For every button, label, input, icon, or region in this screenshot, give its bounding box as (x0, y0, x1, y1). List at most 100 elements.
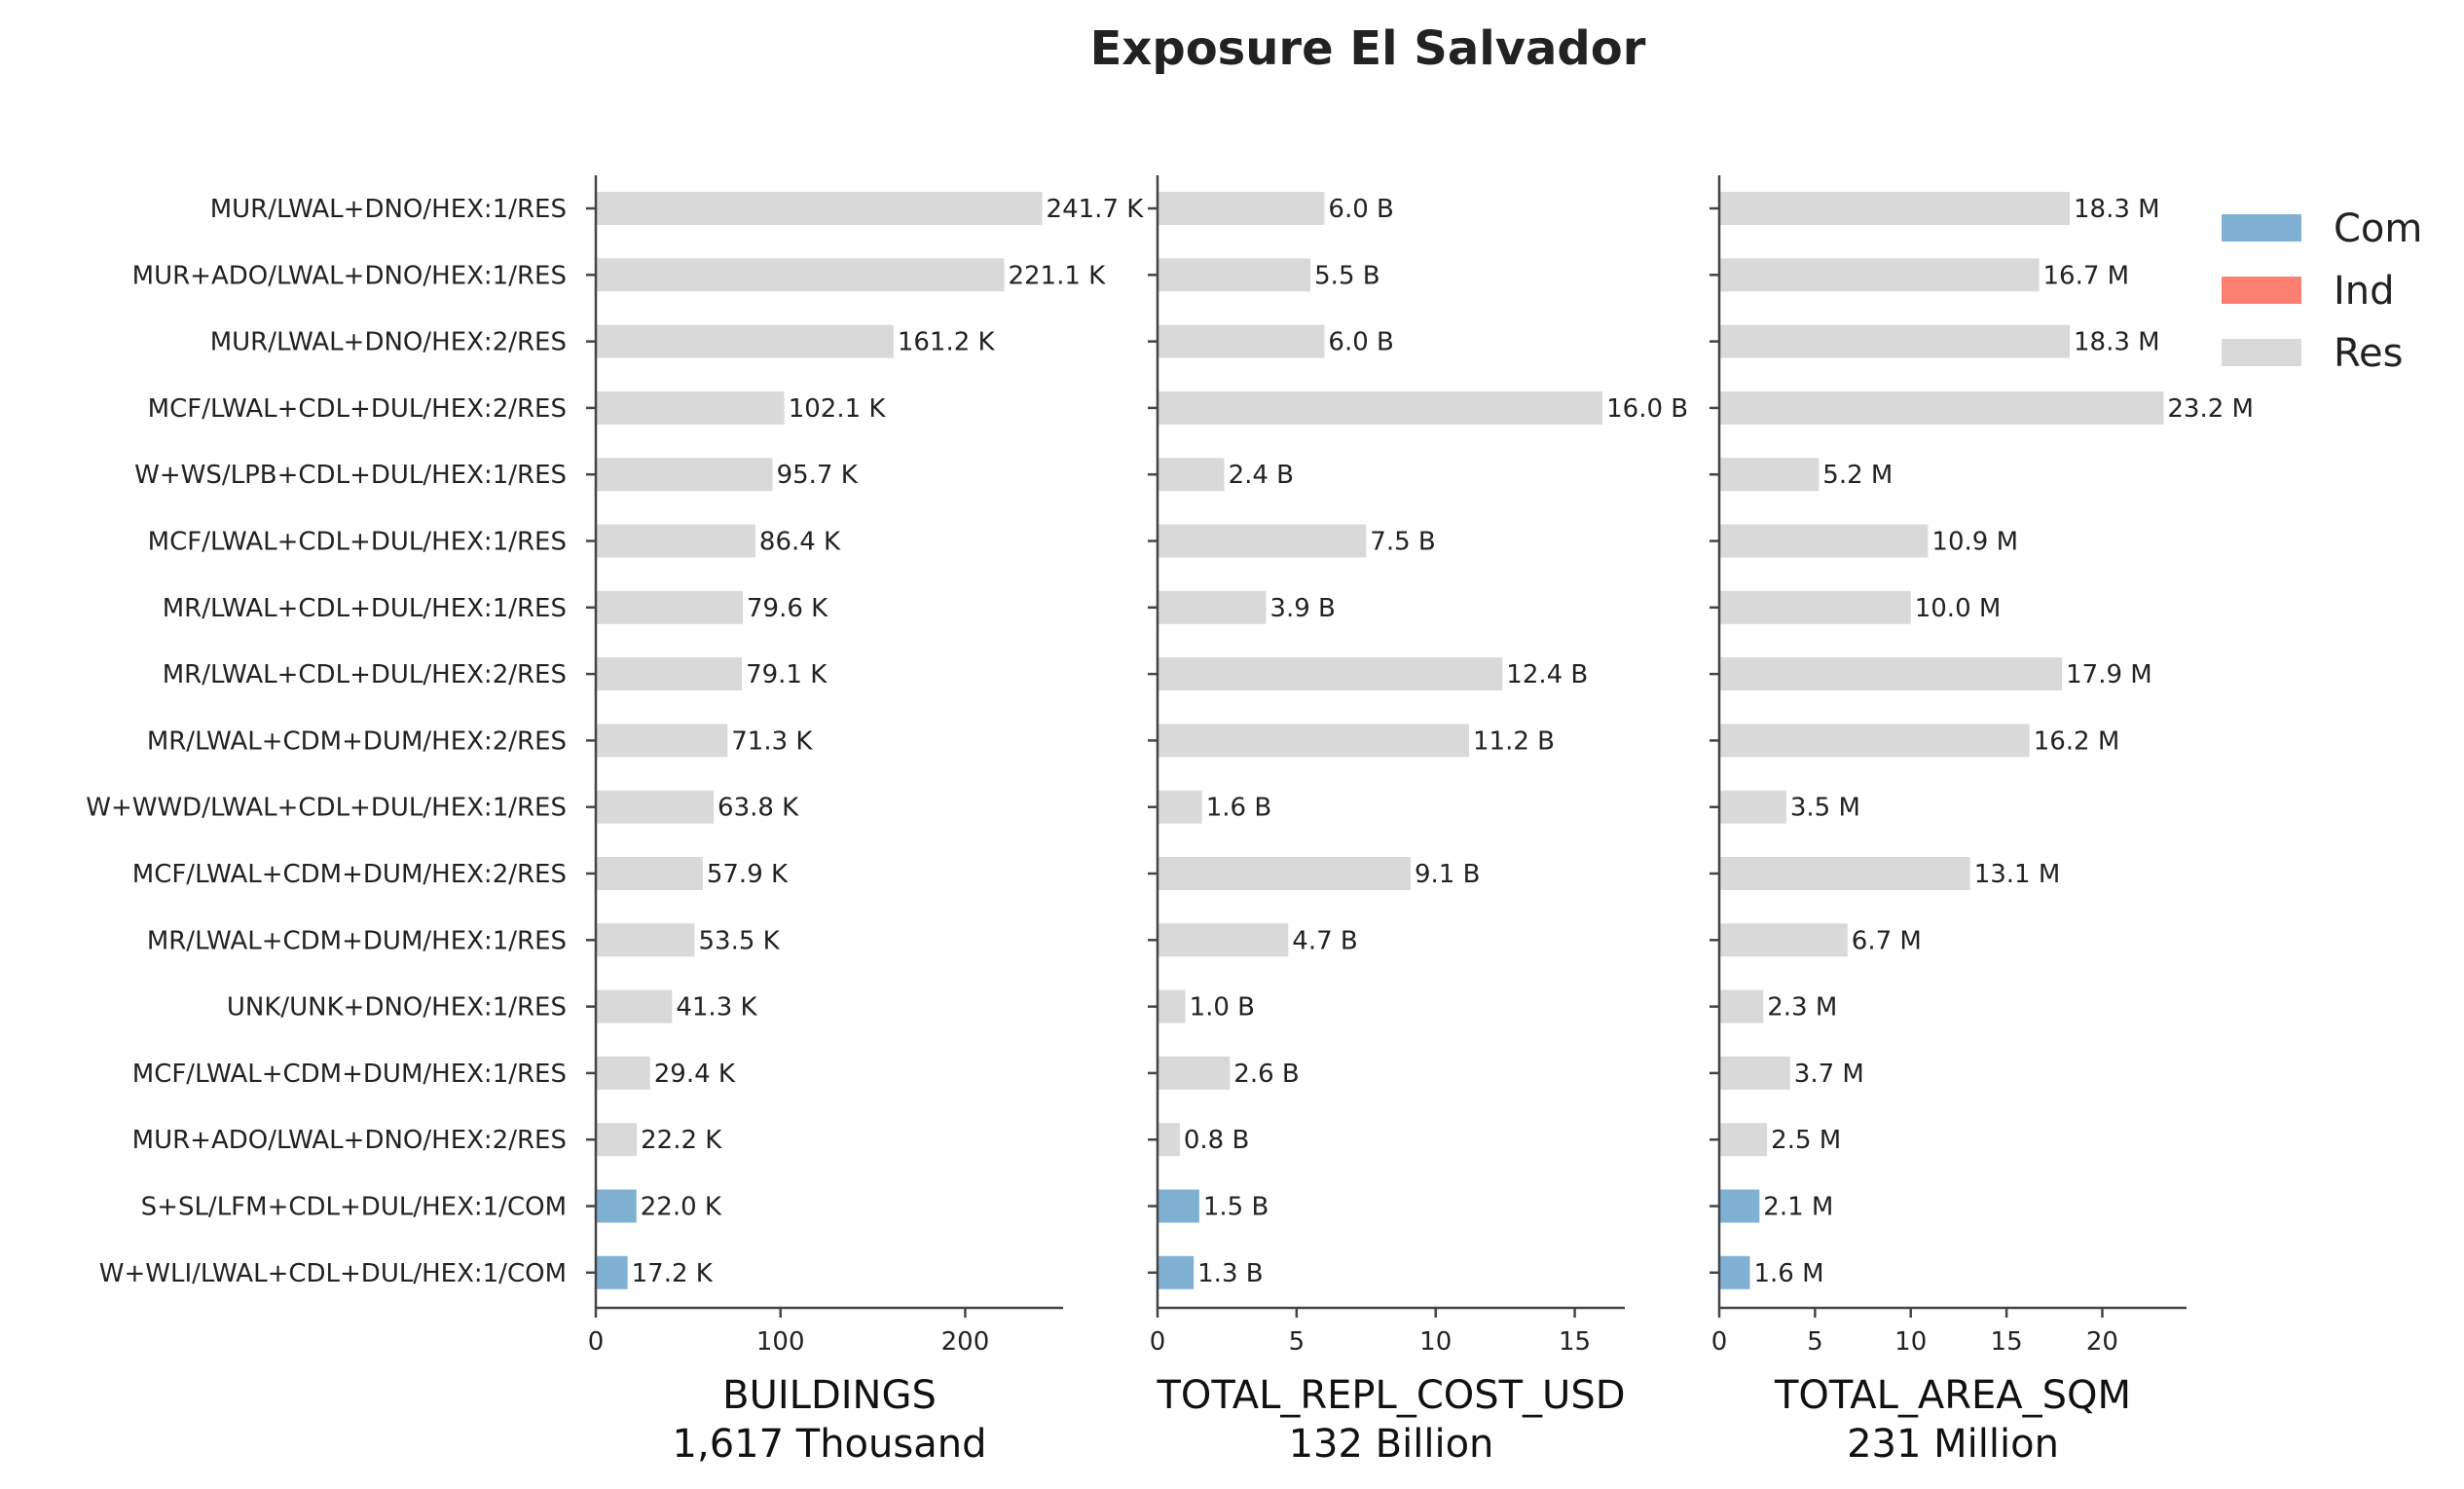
bar (1719, 524, 1929, 558)
bar (1719, 1189, 1760, 1223)
x-tick-label: 100 (756, 1327, 805, 1357)
panel-3: 18.3 M 16.7 M 18.3 M 23.2 M 5.2 M 10.9 M 10.0 … (1710, 175, 2254, 1467)
x-tick-label: 10 (1419, 1327, 1452, 1357)
bar-value-label: 241.7 K (1047, 195, 1145, 224)
bar (596, 857, 703, 890)
legend-label-com: Com (2334, 206, 2422, 251)
bar-value-label: 12.4 B (1506, 660, 1588, 689)
category-label: MUR+ADO/LWAL+DNO/HEX:2/RES (132, 1126, 567, 1155)
bar (596, 790, 715, 824)
bar (1719, 657, 2063, 691)
bar-value-label: 79.6 K (747, 594, 828, 623)
bar (1719, 1255, 1750, 1289)
category-label: MR/LWAL+CDM+DUM/HEX:2/RES (147, 726, 567, 756)
bar (1158, 989, 1186, 1024)
bar (596, 458, 773, 492)
bar (596, 1189, 637, 1223)
category-label: MUR/LWAL+DNO/HEX:1/RES (210, 195, 567, 224)
bar (596, 192, 1043, 225)
bar (596, 590, 744, 624)
bar-value-label: 1.5 B (1203, 1193, 1269, 1222)
x-tick-label: 0 (1150, 1327, 1166, 1357)
bar (1719, 590, 1911, 624)
bar-value-label: 57.9 K (707, 860, 789, 889)
x-axis-label: BUILDINGS (722, 1373, 937, 1418)
category-label: MCF/LWAL+CDM+DUM/HEX:1/RES (132, 1060, 567, 1089)
bar-value-label: 6.0 B (1328, 328, 1393, 357)
bar-value-label: 79.1 K (746, 660, 827, 689)
legend-swatch-ind (2222, 277, 2301, 304)
bar-value-label: 0.8 B (1184, 1126, 1249, 1155)
bar-value-label: 71.3 K (731, 726, 813, 756)
panel-2: 6.0 B 5.5 B 6.0 B 16.0 B 2.4 B 7.5 B 3.9 B 12.4… (1148, 175, 1688, 1467)
bar-value-label: 22.2 K (641, 1126, 722, 1155)
bar (596, 989, 673, 1024)
x-axis-label: TOTAL_REPL_COST_USD (1156, 1373, 1625, 1418)
bar-value-label: 3.9 B (1269, 594, 1335, 623)
bar (1158, 458, 1225, 492)
bar-value-label: 6.7 M (1852, 926, 1922, 955)
bar (596, 1255, 628, 1289)
bar-value-label: 102.1 K (789, 394, 887, 424)
bar-value-label: 7.5 B (1370, 528, 1435, 557)
bar-value-label: 161.2 K (898, 328, 996, 357)
x-tick-label: 20 (2086, 1327, 2118, 1357)
bar (1719, 857, 1970, 890)
legend-swatch-com (2222, 214, 2301, 242)
category-label: MR/LWAL+CDL+DUL/HEX:2/RES (163, 660, 567, 689)
bar (1719, 724, 2030, 758)
x-axis-total: 132 Billion (1289, 1422, 1494, 1467)
bar (1158, 724, 1469, 758)
category-label: MCF/LWAL+CDL+DUL/HEX:2/RES (148, 394, 567, 424)
x-axis-total: 231 Million (1847, 1422, 2059, 1467)
bar-value-label: 1.0 B (1190, 993, 1255, 1023)
bar-value-label: 18.3 M (2074, 195, 2160, 224)
category-label: MUR+ADO/LWAL+DNO/HEX:1/RES (132, 261, 567, 290)
bar-value-label: 11.2 B (1473, 726, 1555, 756)
bar-value-label: 3.5 M (1790, 794, 1860, 823)
bar-value-label: 4.7 B (1292, 926, 1357, 955)
bar (1719, 989, 1764, 1024)
bar (596, 391, 785, 425)
bar-value-label: 10.0 M (1915, 594, 2002, 623)
x-tick-label: 0 (588, 1327, 605, 1357)
bar (1158, 1056, 1231, 1090)
bar-value-label: 5.2 M (1822, 461, 1893, 490)
category-label: W+WS/LPB+CDL+DUL/HEX:1/RES (134, 461, 567, 490)
bar (1158, 1123, 1180, 1157)
bar (1158, 857, 1411, 890)
x-tick-label: 15 (1991, 1327, 2023, 1357)
category-label: MR/LWAL+CDL+DUL/HEX:1/RES (163, 594, 567, 623)
bar (596, 1123, 638, 1157)
category-labels: MUR/LWAL+DNO/HEX:1/RES MUR+ADO/LWAL+DNO/H… (86, 195, 567, 1288)
x-tick-label: 5 (1289, 1327, 1306, 1357)
category-label: W+WWD/LWAL+CDL+DUL/HEX:1/RES (86, 794, 567, 823)
bar (596, 1056, 650, 1090)
bar (1158, 790, 1202, 824)
bar-value-label: 3.7 M (1794, 1060, 1864, 1089)
bar (596, 724, 728, 758)
bar (1719, 923, 1848, 957)
bar-value-label: 2.3 M (1767, 993, 1837, 1023)
bar-value-label: 10.9 M (1931, 528, 2018, 557)
chart-legend: Com Ind Res (2222, 206, 2422, 376)
category-label: MR/LWAL+CDM+DUM/HEX:1/RES (147, 926, 567, 955)
bar (596, 657, 743, 691)
bar-value-label: 2.4 B (1229, 461, 1294, 490)
x-axis-label: TOTAL_AREA_SQM (1774, 1373, 2131, 1418)
bar (596, 324, 894, 358)
category-label: MCF/LWAL+CDM+DUM/HEX:2/RES (132, 860, 567, 889)
bar (1719, 1123, 1768, 1157)
bar (1719, 790, 1786, 824)
bar-value-label: 63.8 K (717, 794, 799, 823)
x-axis-total: 1,617 Thousand (673, 1422, 987, 1467)
bar-value-label: 2.5 M (1771, 1126, 1841, 1155)
bar (1719, 192, 2070, 225)
x-tick-label: 10 (1894, 1327, 1927, 1357)
bar (1158, 192, 1325, 225)
bar (1158, 657, 1503, 691)
bar-value-label: 41.3 K (676, 993, 757, 1023)
bar (1719, 458, 1820, 492)
bar (1719, 258, 2040, 292)
category-label: MUR/LWAL+DNO/HEX:2/RES (210, 328, 567, 357)
